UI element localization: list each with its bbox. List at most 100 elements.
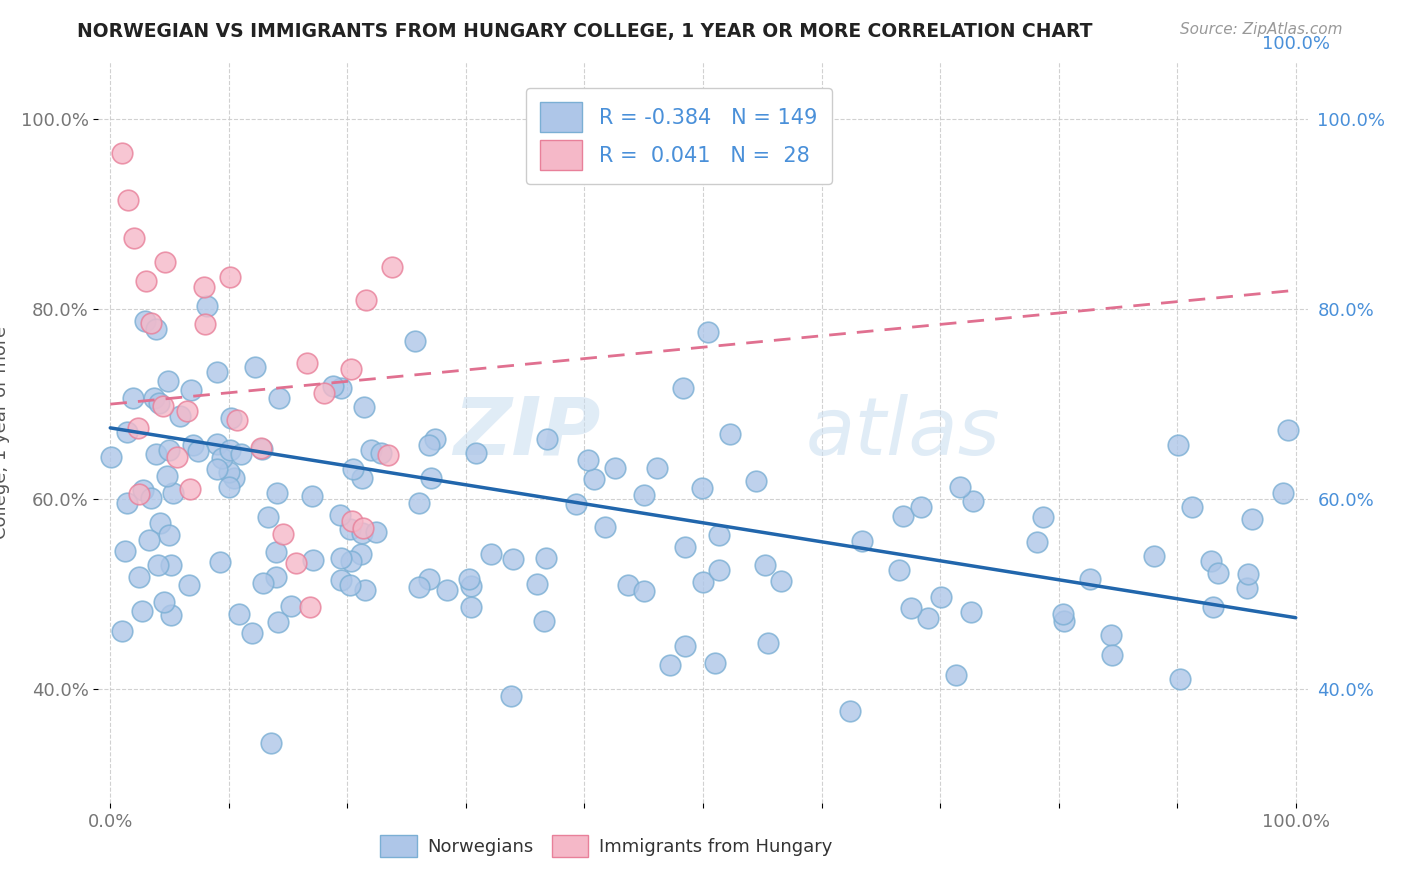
- Point: [301, 489, 323, 503]
- Point: [153, 595, 176, 609]
- Point: [339, 578, 361, 592]
- Point: [1208, 566, 1230, 580]
- Point: [460, 579, 482, 593]
- Point: [153, 255, 176, 269]
- Point: [1237, 567, 1260, 582]
- Point: [340, 554, 363, 568]
- Point: [616, 577, 638, 591]
- Point: [252, 442, 274, 457]
- Point: [211, 451, 233, 466]
- Point: [1180, 500, 1202, 515]
- Point: [157, 442, 180, 457]
- Point: [228, 607, 250, 622]
- Point: [658, 658, 681, 673]
- Point: [169, 409, 191, 423]
- Point: [1026, 534, 1049, 549]
- Point: [499, 690, 522, 704]
- Point: [1052, 607, 1074, 622]
- Point: [157, 375, 180, 389]
- Point: [404, 334, 426, 348]
- Point: [141, 316, 163, 330]
- Point: [1201, 554, 1223, 568]
- Point: [166, 450, 188, 465]
- Point: [692, 575, 714, 590]
- Text: NORWEGIAN VS IMMIGRANTS FROM HUNGARY COLLEGE, 1 YEAR OR MORE CORRELATION CHART: NORWEGIAN VS IMMIGRANTS FROM HUNGARY COL…: [77, 22, 1092, 41]
- Point: [593, 520, 616, 534]
- Point: [297, 356, 319, 370]
- Point: [111, 624, 134, 638]
- Point: [1032, 510, 1054, 524]
- Point: [339, 522, 361, 536]
- Point: [673, 639, 696, 653]
- Point: [280, 599, 302, 613]
- Point: [891, 509, 914, 524]
- Point: [245, 360, 267, 375]
- Point: [436, 582, 458, 597]
- Point: [162, 486, 184, 500]
- Point: [218, 465, 240, 479]
- Point: [152, 400, 174, 414]
- Point: [769, 574, 792, 589]
- Point: [260, 736, 283, 750]
- Point: [143, 392, 166, 406]
- Point: [219, 442, 242, 457]
- Point: [671, 381, 693, 395]
- Point: [353, 401, 375, 415]
- Point: [536, 432, 558, 446]
- Point: [603, 460, 626, 475]
- Point: [465, 446, 488, 460]
- Point: [1272, 486, 1295, 500]
- Point: [960, 605, 983, 619]
- Point: [370, 446, 392, 460]
- Point: [159, 607, 181, 622]
- Point: [1099, 627, 1122, 641]
- Point: [197, 299, 219, 313]
- Point: [115, 496, 138, 510]
- Point: [353, 521, 375, 535]
- Point: [745, 474, 768, 488]
- Point: [576, 453, 599, 467]
- Point: [583, 472, 606, 486]
- Point: [534, 550, 557, 565]
- Point: [179, 482, 201, 496]
- Point: [340, 362, 363, 376]
- Point: [330, 550, 353, 565]
- Point: [218, 480, 240, 494]
- Point: [208, 556, 231, 570]
- Point: [408, 496, 430, 510]
- Point: [360, 442, 382, 457]
- Point: [176, 404, 198, 418]
- Point: [696, 325, 718, 339]
- Point: [250, 442, 273, 456]
- Legend: Norwegians, Immigrants from Hungary: Norwegians, Immigrants from Hungary: [373, 828, 839, 864]
- Point: [839, 704, 862, 718]
- Point: [205, 461, 228, 475]
- Point: [1241, 512, 1264, 526]
- Point: [342, 462, 364, 476]
- Point: [949, 480, 972, 494]
- Point: [707, 528, 730, 542]
- Point: [267, 615, 290, 629]
- Point: [526, 576, 548, 591]
- Point: [180, 383, 202, 397]
- Point: [418, 572, 440, 586]
- Point: [219, 270, 242, 285]
- Point: [718, 426, 741, 441]
- Point: [149, 516, 172, 530]
- Point: [887, 563, 910, 577]
- Point: [851, 533, 873, 548]
- Text: ZIP: ZIP: [453, 393, 600, 472]
- Point: [756, 635, 779, 649]
- Point: [159, 558, 181, 572]
- Point: [460, 599, 482, 614]
- Point: [1080, 572, 1102, 586]
- Point: [533, 614, 555, 628]
- Point: [377, 448, 399, 462]
- Point: [329, 508, 352, 522]
- Point: [692, 481, 714, 495]
- Point: [1202, 600, 1225, 615]
- Point: [267, 391, 290, 405]
- Point: [100, 450, 122, 464]
- Point: [381, 260, 404, 274]
- Point: [945, 668, 967, 682]
